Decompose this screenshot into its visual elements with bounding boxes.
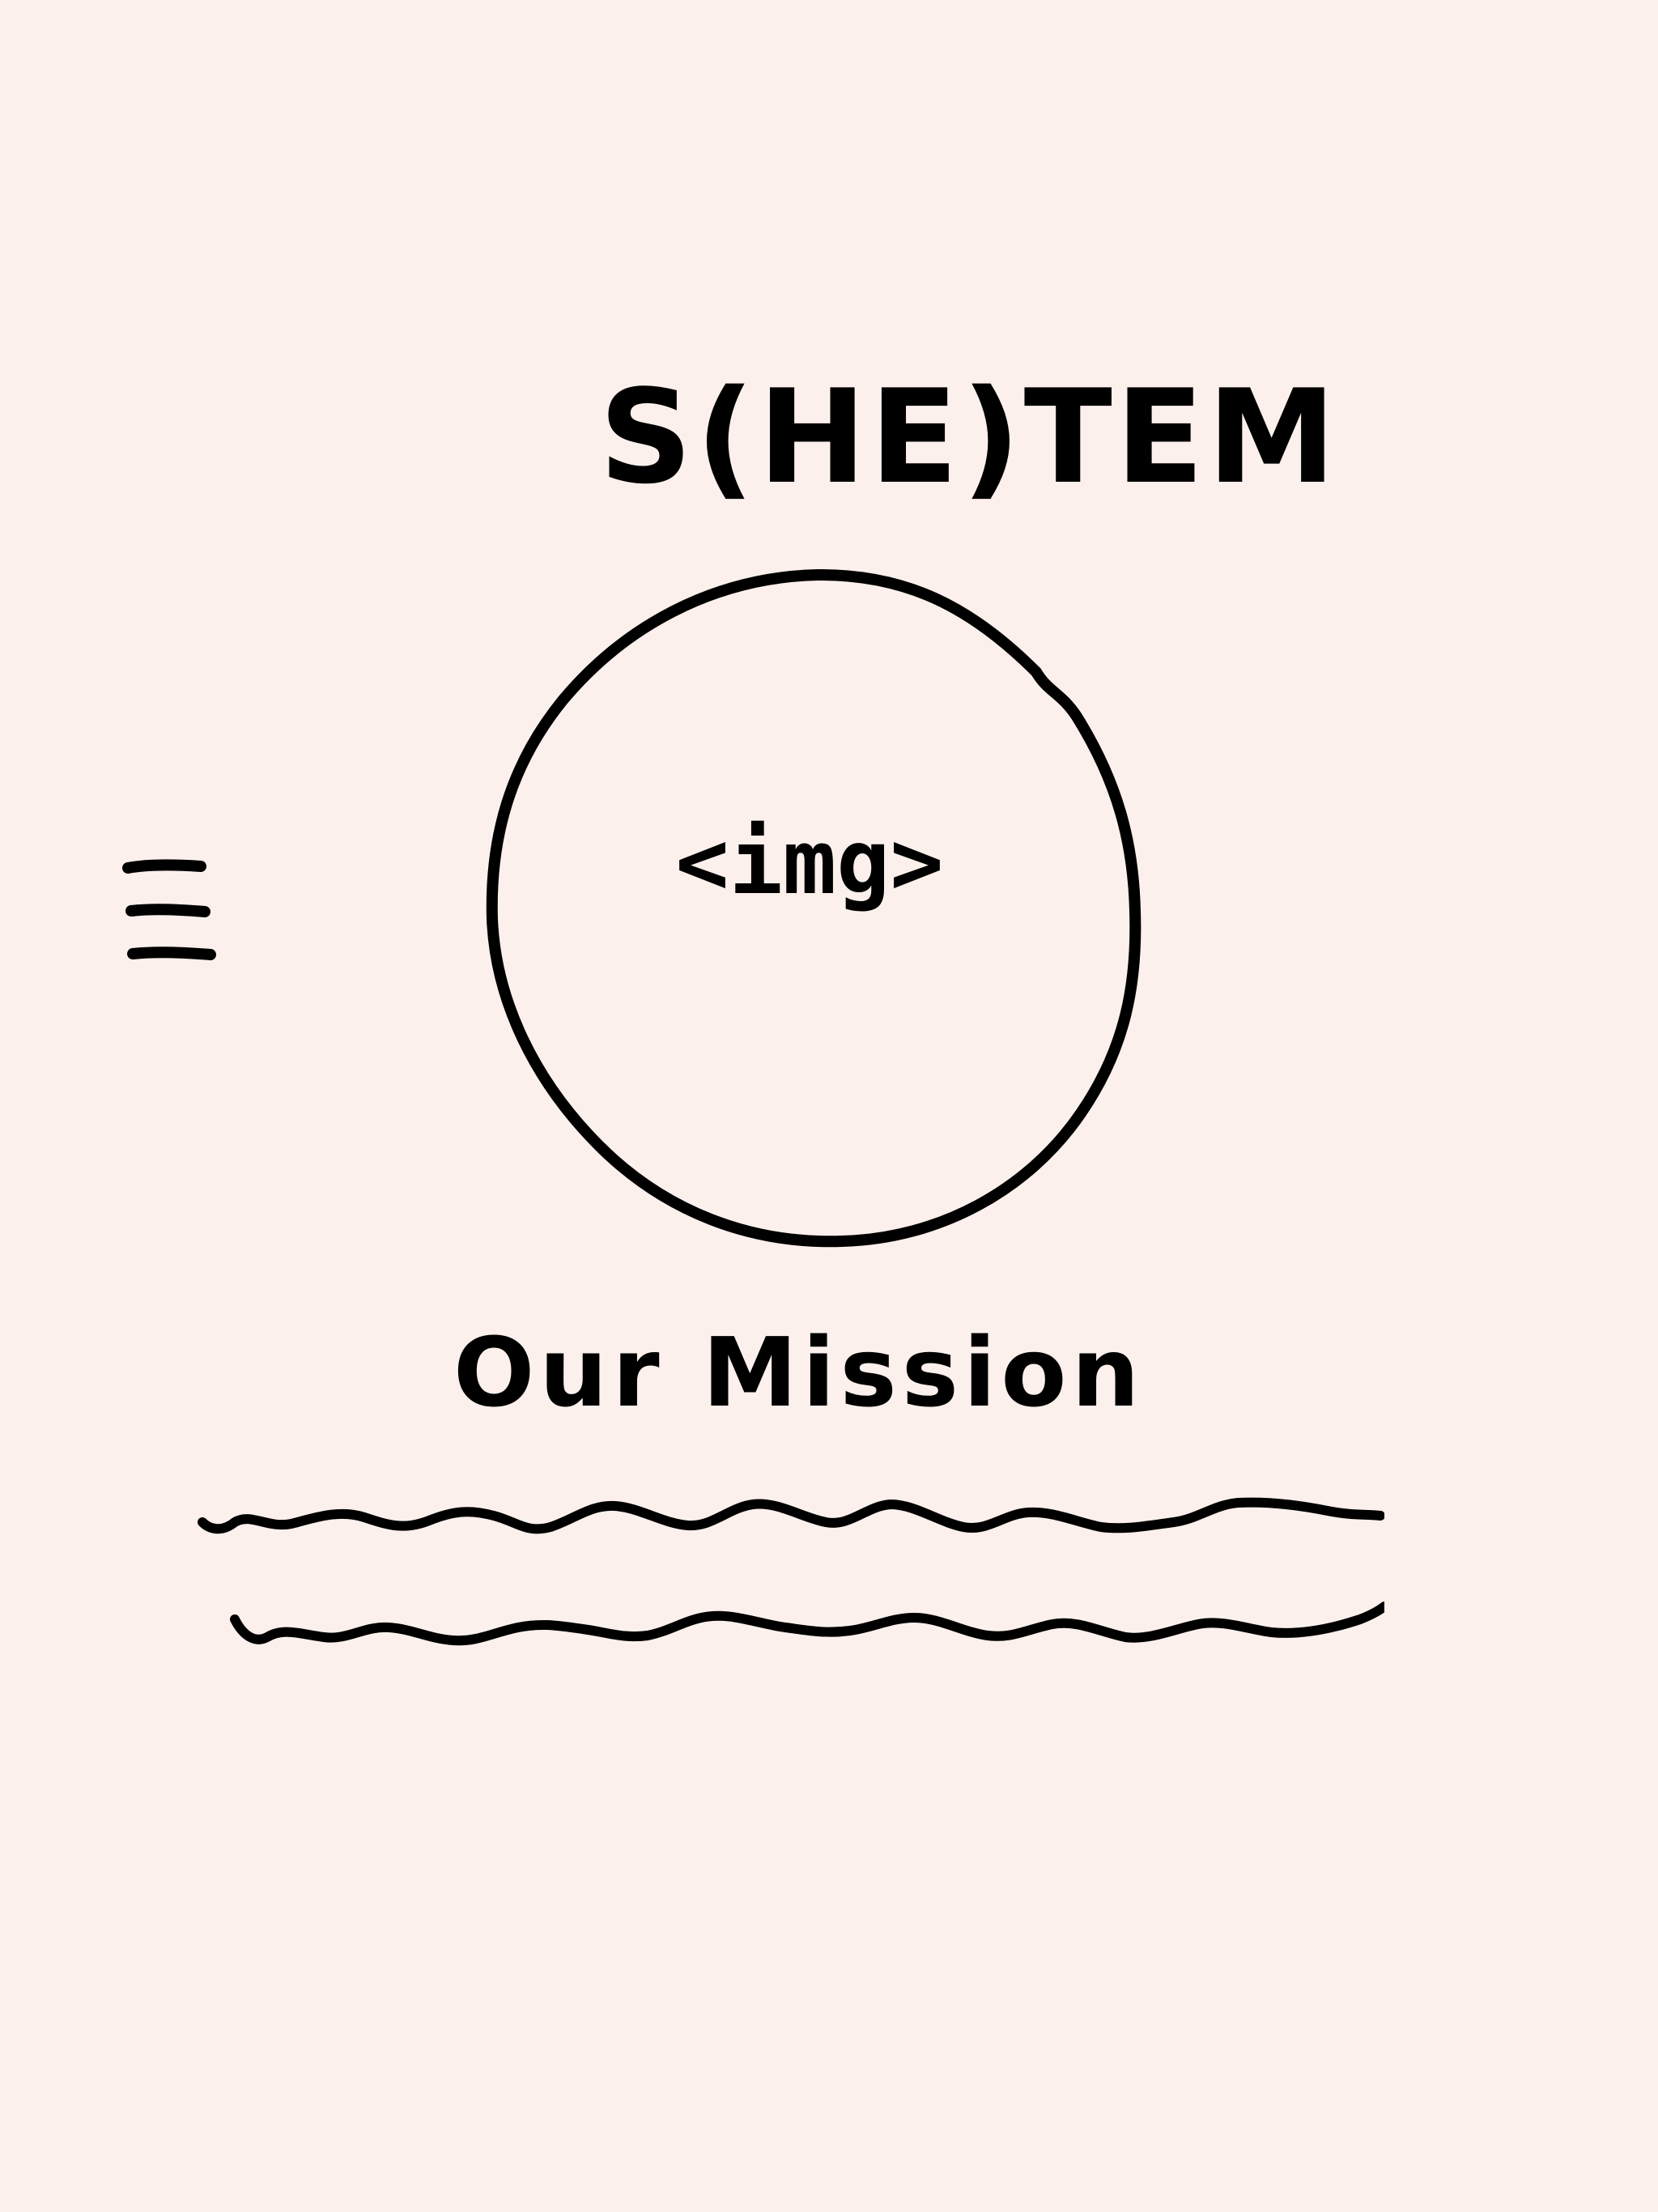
mission-heading: Our Mission <box>453 1317 1145 1428</box>
hero-image-placeholder: <img> <box>478 563 1141 1255</box>
circle-frame-icon <box>486 568 1141 1248</box>
image-placeholder-label: <img> <box>675 810 944 914</box>
brand-title: S(HE)TEM <box>599 361 1340 513</box>
hamburger-menu-icon[interactable] <box>121 850 227 972</box>
mission-text-placeholder <box>186 1482 1384 1684</box>
